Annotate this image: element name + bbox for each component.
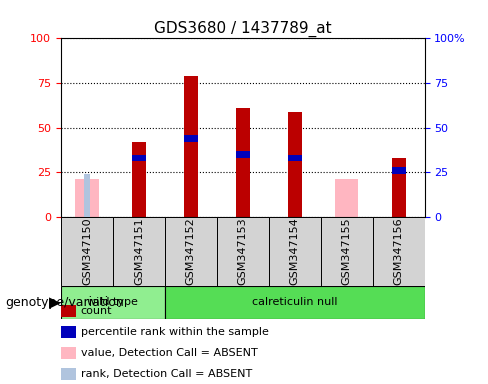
Bar bbox=[113, 217, 165, 286]
Text: GSM347153: GSM347153 bbox=[238, 218, 248, 285]
Bar bbox=[373, 217, 425, 286]
Bar bbox=[391, 158, 406, 217]
Bar bbox=[217, 217, 269, 286]
Text: percentile rank within the sample: percentile rank within the sample bbox=[81, 327, 268, 337]
Text: GSM347150: GSM347150 bbox=[82, 218, 92, 285]
Text: wild type: wild type bbox=[87, 297, 139, 308]
Bar bbox=[75, 179, 99, 217]
Bar bbox=[165, 286, 425, 319]
Text: count: count bbox=[81, 306, 112, 316]
Bar bbox=[132, 142, 146, 217]
Text: value, Detection Call = ABSENT: value, Detection Call = ABSENT bbox=[81, 348, 257, 358]
Bar bbox=[288, 155, 302, 161]
Bar bbox=[335, 179, 358, 217]
Bar bbox=[61, 286, 165, 319]
Bar bbox=[288, 112, 302, 217]
Bar bbox=[165, 217, 217, 286]
Text: GSM347155: GSM347155 bbox=[342, 218, 352, 285]
Bar bbox=[84, 174, 90, 217]
Bar bbox=[236, 108, 250, 217]
Text: GSM347156: GSM347156 bbox=[394, 218, 404, 285]
Text: GSM347154: GSM347154 bbox=[290, 218, 300, 285]
Text: genotype/variation: genotype/variation bbox=[5, 296, 123, 309]
Text: GSM347152: GSM347152 bbox=[186, 218, 196, 285]
Bar bbox=[184, 76, 198, 217]
Bar bbox=[132, 155, 146, 161]
Bar bbox=[236, 151, 250, 157]
Bar bbox=[269, 217, 321, 286]
Title: GDS3680 / 1437789_at: GDS3680 / 1437789_at bbox=[154, 21, 331, 37]
Bar bbox=[184, 135, 198, 142]
Bar bbox=[321, 217, 373, 286]
Bar bbox=[391, 167, 406, 174]
Text: ▶: ▶ bbox=[49, 295, 61, 310]
Text: GSM347151: GSM347151 bbox=[134, 218, 144, 285]
Bar bbox=[61, 217, 113, 286]
Text: calreticulin null: calreticulin null bbox=[252, 297, 338, 308]
Text: rank, Detection Call = ABSENT: rank, Detection Call = ABSENT bbox=[81, 369, 252, 379]
